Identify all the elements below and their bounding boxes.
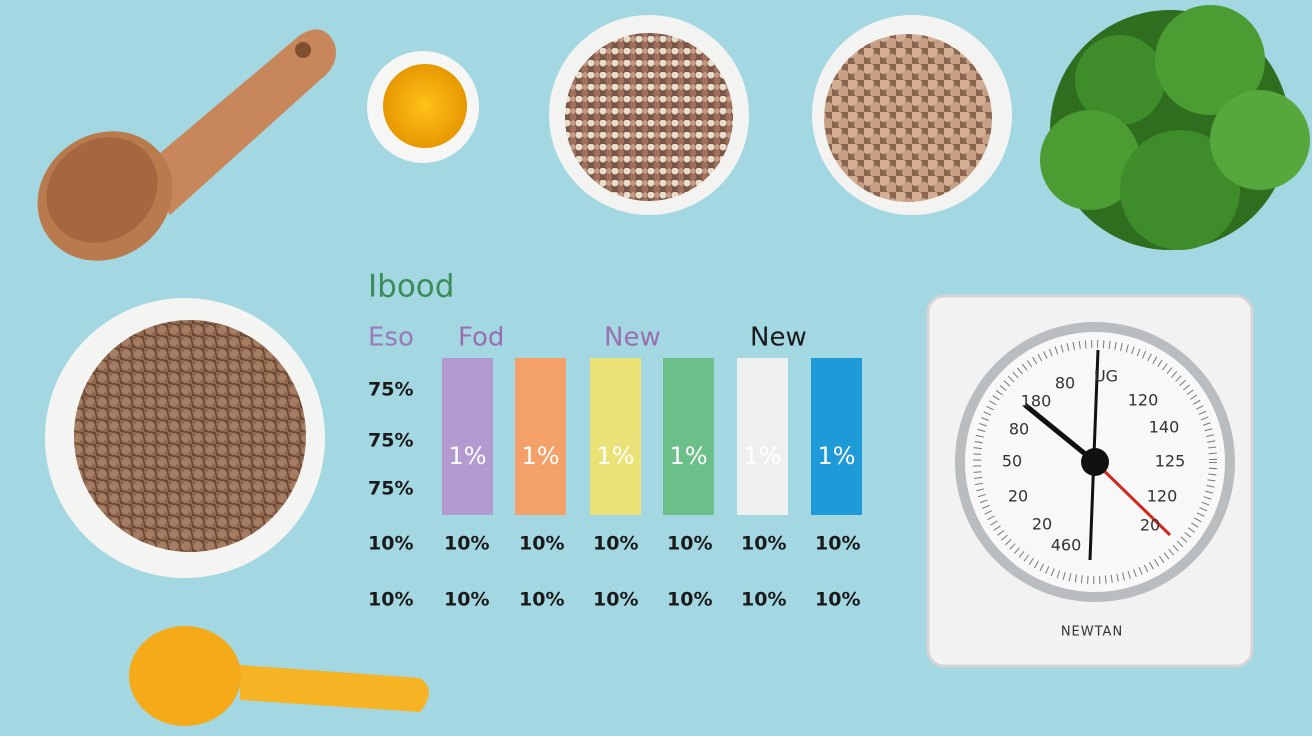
color-bar xyxy=(811,358,862,515)
spoon-handle xyxy=(240,665,429,712)
mixed-pellets xyxy=(565,33,733,201)
table-cell: 10% xyxy=(815,589,860,611)
table-cell: 10% xyxy=(741,533,786,555)
table-cell: 10% xyxy=(519,533,564,555)
dial-label: 20 xyxy=(1008,487,1028,506)
table-cell: 10% xyxy=(667,589,712,611)
leaf-cluster xyxy=(1075,35,1165,125)
table-cell: 10% xyxy=(593,589,638,611)
table: Eso Fod New New 75% 75% 75% 1% 1% 1% 1% 1% 1% 10% 10% 1… xyxy=(368,323,862,611)
scale-brand: NEWTAN xyxy=(1061,625,1123,640)
dial-label: 460 xyxy=(1051,536,1082,555)
dial-label: UG xyxy=(1094,367,1118,386)
bar-label: 1% xyxy=(521,442,559,470)
leaf-cluster xyxy=(1040,110,1140,210)
spoon-handle xyxy=(140,29,336,215)
table-cell: 10% xyxy=(368,589,413,611)
table-cell: 10% xyxy=(815,533,860,555)
row-label: 75% xyxy=(368,478,413,500)
bar-label: 1% xyxy=(596,442,634,470)
column-header: New xyxy=(604,323,661,353)
column-header: Eso xyxy=(368,323,414,353)
color-bar xyxy=(515,358,566,515)
dial-ticks xyxy=(973,340,1217,584)
table-cell: 10% xyxy=(519,589,564,611)
spoon-hole xyxy=(295,42,311,58)
measuring-spoon xyxy=(129,626,429,726)
column-header: Fod xyxy=(458,323,504,353)
spoon-bowl xyxy=(129,626,241,726)
dial-label: 20 xyxy=(1140,516,1160,535)
dial-label: 125 xyxy=(1155,452,1186,471)
table-cell: 10% xyxy=(444,589,489,611)
leaf-cluster xyxy=(1210,90,1310,190)
color-bar xyxy=(442,358,493,515)
dial-label: 50 xyxy=(1002,452,1022,471)
title: Ibood xyxy=(368,269,454,305)
dial-label: 180 xyxy=(1021,392,1052,411)
dial-hand xyxy=(1023,403,1097,464)
table-cell: 10% xyxy=(741,589,786,611)
dark-pellets xyxy=(74,320,306,552)
bar-label: 1% xyxy=(448,442,486,470)
dial-label: 120 xyxy=(1128,391,1159,410)
bar-label: 1% xyxy=(669,442,707,470)
table-cell: 10% xyxy=(368,533,413,555)
column-header: New xyxy=(750,323,807,353)
dial-label: 120 xyxy=(1147,487,1178,506)
bar-label: 1% xyxy=(743,442,781,470)
spoon-hollow xyxy=(46,137,158,243)
table-cell: 10% xyxy=(593,533,638,555)
dial-label: 20 xyxy=(1032,515,1052,534)
color-bar xyxy=(737,358,788,515)
table-cell: 10% xyxy=(667,533,712,555)
light-pellets xyxy=(824,34,992,202)
wooden-spoon xyxy=(37,29,336,261)
plant xyxy=(1040,5,1310,250)
dial-hub xyxy=(1081,448,1109,476)
dial-label: 140 xyxy=(1149,418,1180,437)
leaf-cluster xyxy=(1155,5,1265,115)
row-label: 75% xyxy=(368,379,413,401)
dial-label: 80 xyxy=(1055,374,1075,393)
dial-needle xyxy=(1093,460,1172,537)
oil xyxy=(383,64,467,148)
color-bar xyxy=(590,358,641,515)
row-label: 75% xyxy=(368,430,413,452)
bar-label: 1% xyxy=(817,442,855,470)
leaf-cluster xyxy=(1120,130,1240,250)
table-cell: 10% xyxy=(444,533,489,555)
color-bar xyxy=(663,358,714,515)
dial-label: 80 xyxy=(1009,420,1029,439)
